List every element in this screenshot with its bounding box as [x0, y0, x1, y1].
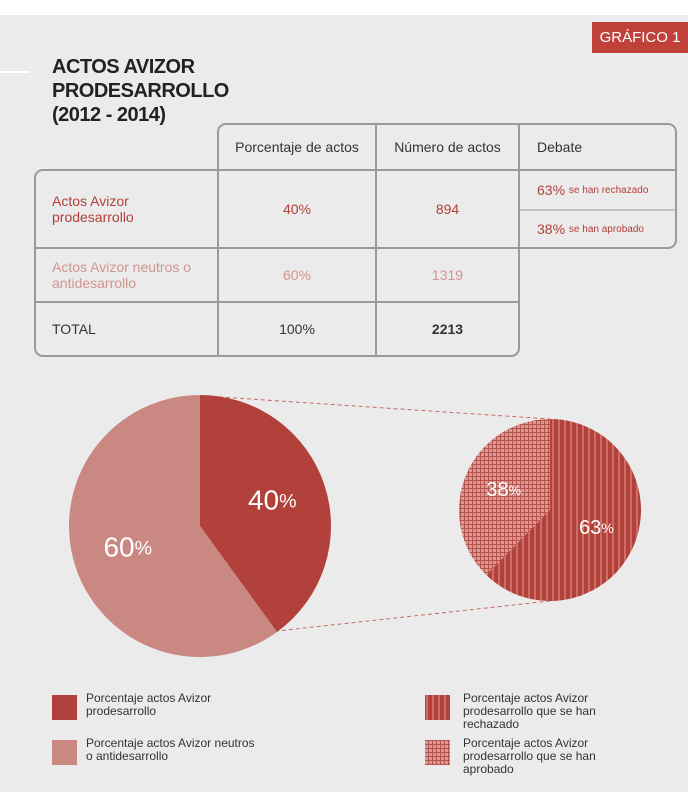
pie-slice: [459, 419, 550, 575]
data-label: 38%: [486, 479, 521, 501]
debate-value: 63%: [537, 182, 566, 198]
cell: 894: [435, 201, 460, 217]
legend-swatch: [52, 695, 77, 720]
cell: 60%: [282, 267, 312, 283]
title-line: PRODESARROLLO: [52, 80, 229, 102]
header: Número de actos: [394, 139, 501, 155]
legend-swatch: [425, 740, 450, 765]
debate-text: se han aprobado: [568, 223, 644, 235]
cell: 2213: [431, 321, 464, 337]
cell: Actos Avizor neutros o antidesarrollo: [52, 259, 192, 291]
legend-label: Porcentaje actos Avizor neutros o antide…: [86, 736, 255, 763]
title-line: ACTOS AVIZOR: [52, 56, 195, 78]
background: [0, 15, 688, 792]
pie-slice: [69, 395, 277, 657]
debate-text: se han rechazado: [568, 184, 649, 196]
debate: 63% se han rechazado: [537, 170, 676, 210]
title-line: (2012 - 2014): [52, 104, 166, 126]
debate: 38% se han aprobado: [537, 210, 676, 248]
table-frame: [34, 123, 677, 357]
legend-label: Porcentaje actos Avizor prodesarrollo qu…: [463, 691, 596, 731]
debate-value: 38%: [537, 221, 566, 237]
connector: [204, 395, 551, 633]
pie-slice: [486, 419, 642, 601]
cell: 40%: [282, 201, 312, 217]
cell: 1319: [431, 267, 464, 283]
cell: Actos Avizor prodesarrollo: [52, 193, 134, 225]
legend-label: Porcentaje actos Avizor prodesarrollo: [86, 691, 212, 718]
data-label: 40%: [248, 485, 297, 516]
data-label: 63%: [579, 517, 614, 539]
legend-swatch: [425, 695, 450, 720]
pie-slice: [200, 395, 332, 632]
title: ACTOS AVIZOR PRODESARROLLO (2012 - 2014): [52, 55, 229, 127]
badge-bg: [592, 22, 688, 53]
legend-swatch: [52, 740, 77, 765]
cell: TOTAL: [52, 321, 96, 337]
badge: GRÁFICO 1: [600, 29, 681, 46]
data-label: 60%: [103, 532, 152, 563]
header: Porcentaje de actos: [235, 139, 359, 155]
header: Debate: [537, 139, 583, 155]
legend-label: Porcentaje actos Avizor prodesarrollo qu…: [463, 736, 596, 776]
cell: 100%: [279, 321, 315, 337]
